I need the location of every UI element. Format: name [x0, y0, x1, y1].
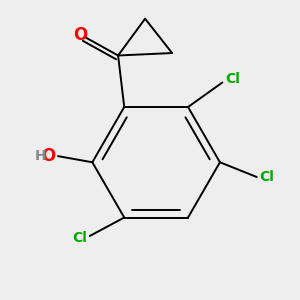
Text: Cl: Cl: [225, 72, 240, 86]
Text: Cl: Cl: [73, 231, 87, 245]
Text: O: O: [41, 147, 56, 165]
Text: H: H: [35, 149, 46, 163]
Text: O: O: [73, 26, 87, 44]
Text: Cl: Cl: [259, 170, 274, 184]
